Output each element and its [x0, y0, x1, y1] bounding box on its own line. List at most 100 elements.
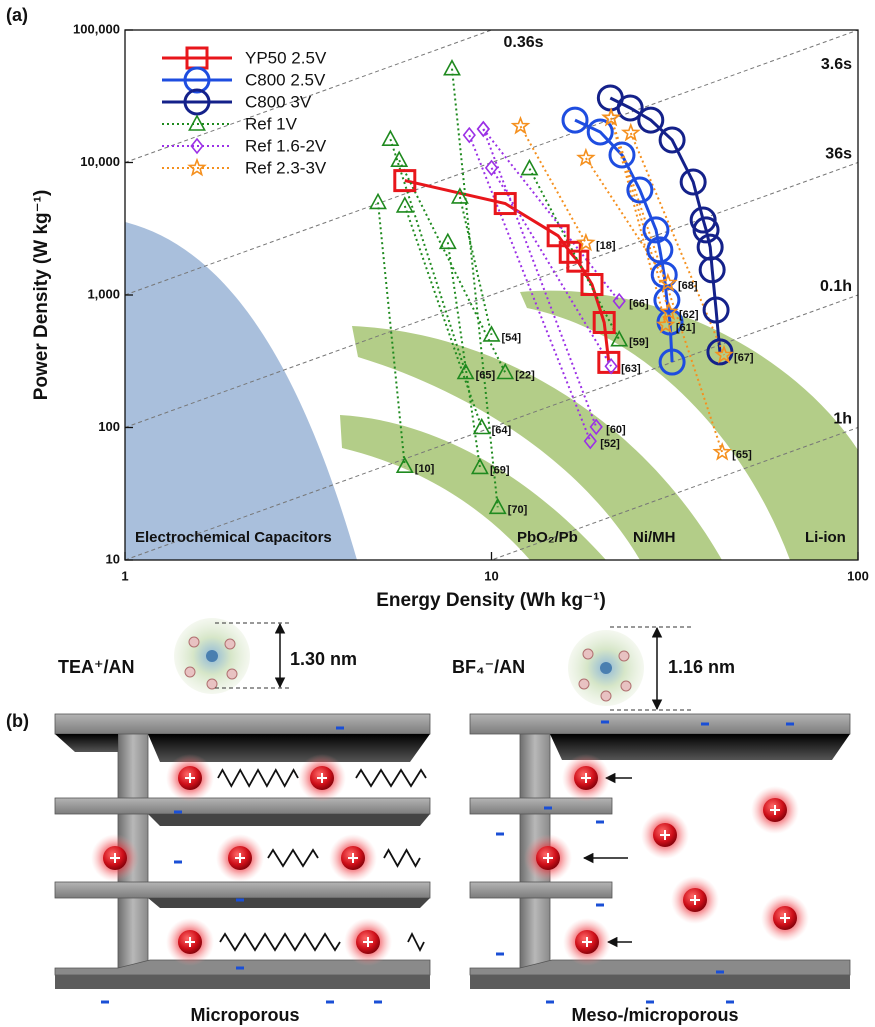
spring	[356, 770, 426, 786]
region-label: Electrochemical Capacitors	[135, 529, 332, 546]
point-label: [62]	[679, 309, 699, 321]
structure-label: Meso-/microporous	[571, 1005, 738, 1025]
point-label: [10]	[415, 463, 435, 475]
region-label: Li-ion	[805, 529, 846, 546]
time-label: 0.1h	[820, 278, 852, 295]
ion-size: 1.16 nm	[668, 657, 735, 677]
data-marker	[578, 150, 593, 164]
surface-charge	[174, 861, 182, 864]
surface-charge	[496, 953, 504, 956]
surface-charge	[601, 721, 609, 724]
page: (a) (b) Electrochemical Capacitors PbO₂/…	[0, 0, 875, 1027]
surface-charge	[101, 1001, 109, 1004]
point-label: [60]	[606, 424, 626, 436]
point-label: [66]	[629, 298, 649, 310]
pore-shadow	[148, 898, 430, 908]
point-label: [59]	[629, 337, 649, 349]
pore-shadow	[148, 814, 430, 826]
solvent	[621, 681, 631, 691]
x-tick-label: 100	[847, 568, 869, 583]
point-label: [63]	[621, 363, 641, 375]
ion-label: TEA⁺/AN	[58, 657, 135, 677]
ion-center	[600, 662, 612, 674]
legend-label: Ref 2.3-3V	[245, 158, 327, 177]
x-tick-label: 1	[121, 568, 128, 583]
data-marker	[397, 198, 412, 212]
ion-size: 1.30 nm	[290, 649, 357, 669]
ion-center	[206, 650, 218, 662]
panel-label: (a)	[6, 5, 28, 25]
pore-shadow	[55, 734, 118, 752]
surface-charge	[726, 1001, 734, 1004]
region-label: Ni/MH	[633, 529, 676, 546]
surface-charge	[716, 971, 724, 974]
time-label: 0.36s	[504, 34, 544, 51]
spring	[384, 850, 420, 866]
solvent	[619, 651, 629, 661]
surface-charge	[374, 1001, 382, 1004]
data-marker	[623, 125, 638, 140]
point-label: [68]	[678, 280, 698, 292]
point-label: [64]	[492, 424, 512, 436]
time-label: 3.6s	[821, 56, 852, 73]
surface-charge	[544, 807, 552, 810]
time-label: 36s	[825, 146, 852, 163]
surface-charge	[236, 899, 244, 902]
solvent	[579, 679, 589, 689]
time-line	[125, 0, 858, 163]
point-label: [70]	[508, 504, 528, 516]
legend-label: Ref 1.6-2V	[245, 136, 327, 155]
data-marker	[444, 61, 459, 75]
legend-label: Ref 1V	[245, 114, 298, 133]
y-tick-label: 10,000	[80, 154, 120, 169]
x-axis-title: Energy Density (Wh kg⁻¹)	[376, 590, 606, 611]
surface-charge	[236, 967, 244, 970]
solvent	[225, 639, 235, 649]
point-label: [65]	[732, 449, 752, 461]
region-label: PbO₂/Pb	[517, 529, 578, 546]
pore-wall	[55, 714, 430, 734]
legend-label: C800 3V	[245, 92, 312, 111]
time-label: 1h	[833, 411, 852, 428]
capacitor-region	[125, 222, 357, 560]
point-label: [61]	[676, 322, 696, 334]
y-tick-label: 1,000	[87, 286, 120, 301]
spring	[220, 934, 340, 950]
point-label: [22]	[515, 369, 535, 381]
pore-wall	[470, 975, 850, 989]
surface-charge	[596, 821, 604, 824]
figure: (a) (b) Electrochemical Capacitors PbO₂/…	[0, 0, 875, 1027]
solvent	[185, 667, 195, 677]
surface-charge	[496, 833, 504, 836]
spring	[268, 850, 318, 866]
pore-wall	[55, 975, 430, 989]
y-tick-label: 100,000	[73, 21, 120, 36]
surface-charge	[701, 723, 709, 726]
surface-charge	[596, 904, 604, 907]
y-tick-label: 100	[98, 419, 120, 434]
surface-charge	[786, 723, 794, 726]
y-axis-title: Power Density (W kg⁻¹)	[31, 190, 52, 401]
solvent	[583, 649, 593, 659]
data-marker	[522, 161, 537, 175]
ion-label: BF₄⁻/AN	[452, 657, 525, 677]
x-tick-label: 10	[484, 568, 498, 583]
point-label: [67]	[734, 352, 754, 364]
pore-wall	[470, 882, 612, 898]
solvent	[601, 691, 611, 701]
point-label: [65]	[476, 369, 496, 381]
solvent	[227, 669, 237, 679]
point-label: [52]	[600, 438, 620, 450]
solvent	[189, 637, 199, 647]
structure-label: Microporous	[190, 1005, 299, 1025]
surface-charge	[326, 1001, 334, 1004]
pore-wall	[55, 798, 430, 814]
point-label: [18]	[596, 240, 616, 252]
spring	[408, 934, 424, 950]
data-marker	[513, 118, 528, 132]
pore-wall	[55, 882, 430, 898]
surface-charge	[546, 1001, 554, 1004]
surface-charge	[174, 811, 182, 814]
time-line	[125, 30, 858, 295]
panel-label: (b)	[6, 711, 29, 731]
